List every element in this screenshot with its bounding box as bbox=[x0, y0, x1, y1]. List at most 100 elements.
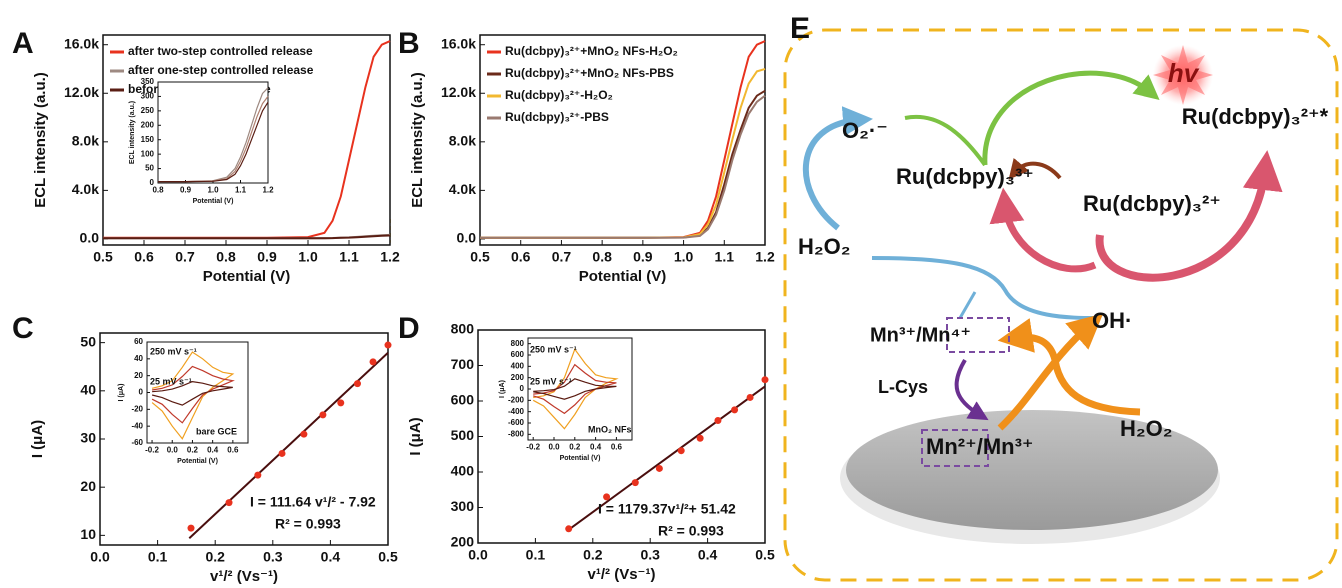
x-tick-label: 0.5 bbox=[470, 248, 490, 264]
y-tick-label: 800 bbox=[451, 321, 475, 337]
y-tick-label: 200 bbox=[451, 534, 475, 550]
y-tick-label: 500 bbox=[451, 427, 475, 443]
y-axis-label: I (μA) bbox=[499, 380, 506, 398]
y-tick-label: 50 bbox=[145, 164, 154, 173]
x-tick-label: 0.4 bbox=[321, 548, 341, 564]
x-tick-label: 0.8 bbox=[216, 248, 236, 264]
x-axis-label: v¹/² (Vs⁻¹) bbox=[588, 566, 656, 583]
annotation: R² = 0.993 bbox=[658, 523, 724, 539]
y-tick-label: 250 bbox=[141, 106, 155, 115]
y-axis-label: I (μA) bbox=[118, 384, 125, 402]
y-tick-label: -20 bbox=[131, 404, 143, 413]
x-tick-label: 1.1 bbox=[339, 248, 359, 264]
arrow bbox=[958, 291, 977, 319]
y-tick-label: 0.0 bbox=[80, 230, 100, 246]
series-line bbox=[151, 351, 235, 440]
x-tick-label: 1.1 bbox=[715, 248, 735, 264]
y-tick-label: 12.0k bbox=[64, 84, 99, 100]
x-tick-label: 0.9 bbox=[257, 248, 277, 264]
series-line bbox=[480, 94, 766, 239]
x-tick-label: 1.1 bbox=[235, 185, 247, 194]
arrow bbox=[954, 358, 989, 421]
plot-frame bbox=[479, 34, 766, 246]
point bbox=[278, 449, 286, 457]
point bbox=[369, 358, 377, 366]
x-tick-label: 1.0 bbox=[207, 185, 219, 194]
x-tick-label: 0.6 bbox=[134, 248, 154, 264]
series-line bbox=[533, 363, 617, 415]
x-axis-label: Potential (V) bbox=[193, 198, 234, 205]
excited-state: Ru(dcbpy)₃²⁺* bbox=[1182, 104, 1329, 129]
chart: -0.2 0.0 0.2 0.4 0.6 -60 -40 -20 0 20 40 60 Potentia… bbox=[118, 337, 249, 465]
series-line bbox=[158, 101, 269, 183]
legend-label: Ru(dcbpy)₃²⁺+MnO₂ NFs-PBS bbox=[505, 66, 674, 80]
arrow bbox=[1008, 157, 1062, 180]
hv: hv bbox=[1168, 58, 1200, 88]
annotation: 25 mV s⁻¹ bbox=[150, 376, 192, 386]
x-tick-label: 0.0 bbox=[468, 546, 488, 562]
point bbox=[565, 525, 573, 533]
arrow bbox=[997, 313, 1104, 431]
plot-frame bbox=[527, 337, 633, 441]
y-tick-label: -60 bbox=[131, 438, 143, 447]
series-line bbox=[103, 234, 391, 240]
y-axis-label: ECL intensity (a.u.) bbox=[409, 72, 426, 208]
point bbox=[761, 376, 769, 384]
y-tick-label: 50 bbox=[80, 333, 96, 349]
point bbox=[353, 380, 361, 388]
x-tick-label: 0.7 bbox=[175, 248, 195, 264]
y-tick-label: 8.0k bbox=[72, 133, 99, 149]
y-tick-label: 60 bbox=[134, 337, 143, 346]
legend-label: after one-step controlled release bbox=[128, 63, 314, 77]
annotation: 25 mV s⁻¹ bbox=[530, 376, 572, 386]
y-axis-label: I (μA) bbox=[407, 417, 424, 455]
y-tick-label: 10 bbox=[80, 526, 96, 542]
y-tick-label: -40 bbox=[131, 421, 143, 430]
x-tick-label: 0.8 bbox=[152, 185, 164, 194]
legend-label: Ru(dcbpy)₃²⁺+MnO₂ NFs-H₂O₂ bbox=[505, 44, 678, 58]
legend-label: Ru(dcbpy)₃²⁺-H₂O₂ bbox=[505, 88, 613, 102]
y-tick-label: 600 bbox=[511, 350, 525, 359]
point bbox=[300, 430, 308, 438]
annotation: bare GCE bbox=[196, 426, 237, 436]
arrow bbox=[997, 318, 1141, 416]
plot-frame bbox=[146, 341, 249, 444]
legend-label: Ru(dcbpy)₃²⁺-PBS bbox=[505, 110, 609, 124]
x-axis-label: Potential (V) bbox=[579, 268, 667, 285]
series-line bbox=[533, 378, 617, 400]
x-tick-label: 0.5 bbox=[378, 548, 398, 564]
panel-letter: A bbox=[12, 27, 34, 60]
y-tick-label: 12.0k bbox=[441, 84, 476, 100]
annotation: 250 mV s⁻¹ bbox=[530, 344, 577, 354]
x-tick-label: 0.4 bbox=[207, 445, 219, 454]
y-tick-label: -800 bbox=[508, 429, 525, 438]
x-tick-label: 0.7 bbox=[552, 248, 572, 264]
series-line bbox=[151, 380, 233, 406]
x-tick-label: 0.3 bbox=[263, 548, 283, 564]
y-axis-label: ECL intensity (a.u.) bbox=[32, 72, 49, 208]
point bbox=[225, 499, 233, 507]
y-tick-label: 40 bbox=[80, 382, 96, 398]
x-tick-label: 1.2 bbox=[262, 185, 274, 194]
x-tick-label: 0.0 bbox=[90, 548, 110, 564]
x-tick-label: -0.2 bbox=[145, 445, 159, 454]
point bbox=[655, 464, 663, 472]
arrow bbox=[871, 256, 1099, 320]
y-tick-label: 300 bbox=[141, 92, 155, 101]
x-tick-label: 0.6 bbox=[611, 442, 623, 451]
y-tick-label: 40 bbox=[134, 354, 143, 363]
point bbox=[731, 406, 739, 414]
point bbox=[746, 393, 754, 401]
series-line bbox=[151, 365, 235, 424]
chart: 0.8 0.9 1.0 1.1 1.2 0 50 100 150 200 250 300 350 Pote… bbox=[129, 77, 274, 205]
point bbox=[319, 411, 327, 419]
y-tick-label: -600 bbox=[508, 418, 525, 427]
electrode bbox=[846, 410, 1218, 530]
x-tick-label: 0.9 bbox=[180, 185, 192, 194]
arrow bbox=[982, 70, 1160, 166]
x-tick-label: 1.0 bbox=[674, 248, 694, 264]
y-tick-label: 30 bbox=[80, 430, 96, 446]
point bbox=[696, 434, 704, 442]
y-tick-label: 20 bbox=[134, 371, 143, 380]
